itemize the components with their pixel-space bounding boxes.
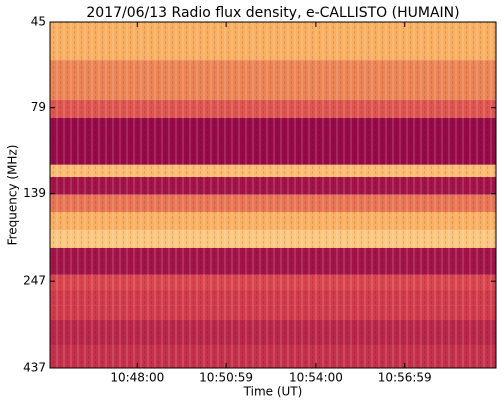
x-axis-label: Time (UT) [243, 385, 303, 399]
texture [50, 22, 496, 368]
x-tick-label: 10:50:59 [199, 371, 253, 385]
x-tick-label: 10:56:59 [378, 371, 432, 385]
y-tick-label: 139 [23, 186, 46, 200]
frame [49, 21, 497, 369]
x-tick-label: 10:48:00 [110, 371, 164, 385]
y-tick-label: 247 [23, 274, 46, 288]
x-tick-label: 10:54:00 [289, 371, 343, 385]
y-tick-label: 437 [23, 361, 46, 375]
chart-title: 2017/06/13 Radio flux density, e-CALLIST… [86, 5, 459, 21]
y-tick-label: 45 [31, 15, 46, 29]
y-axis-label: Frequency (MHz) [6, 145, 20, 246]
y-tick-label: 79 [31, 100, 46, 114]
